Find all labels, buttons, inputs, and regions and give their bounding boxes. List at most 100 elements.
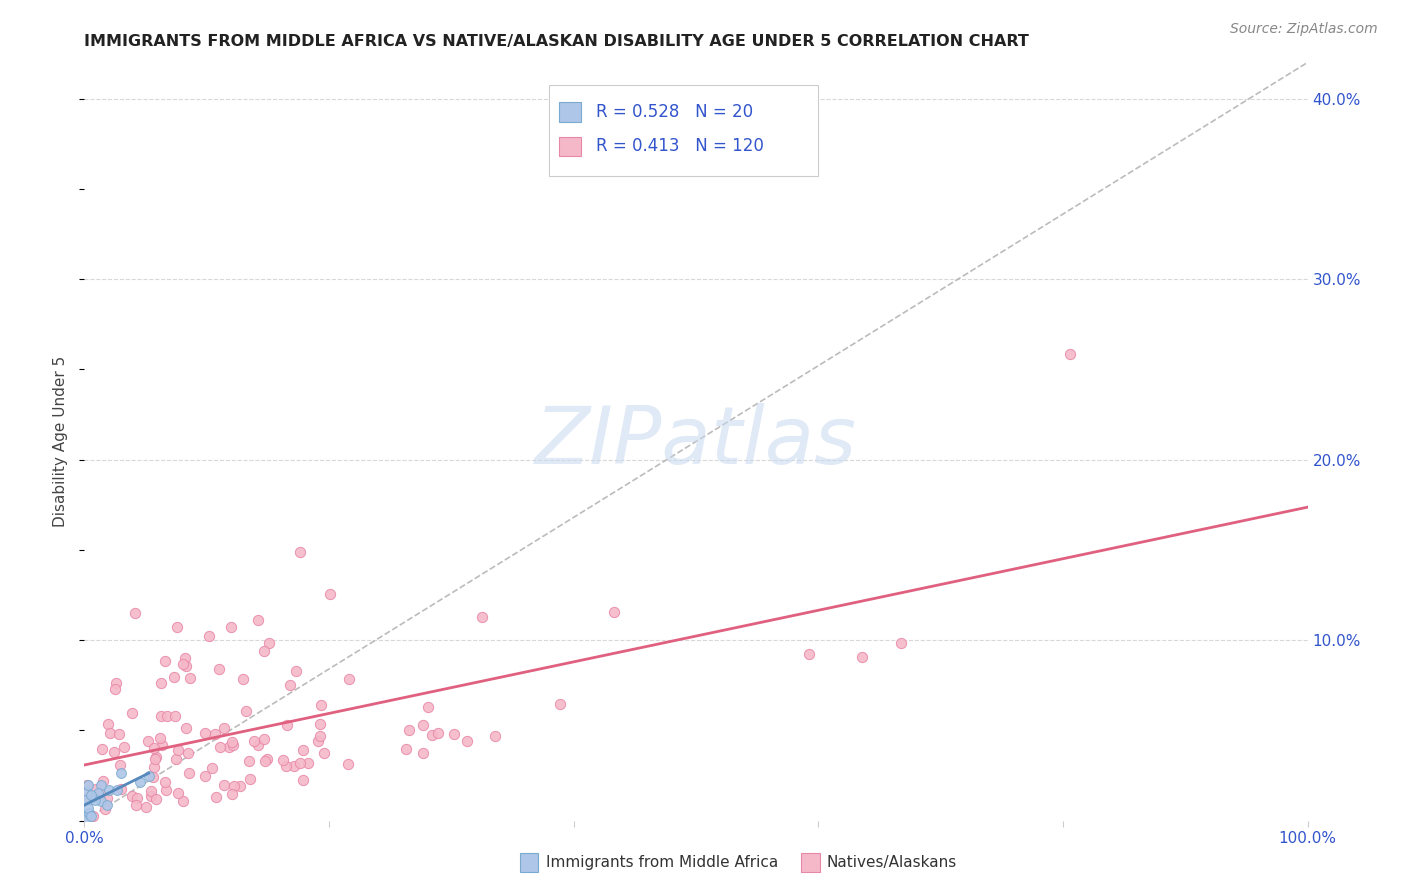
Point (174, 658, 197, 673)
Point (179, 671, 201, 685)
Point (212, 778, 235, 792)
Point (149, 731, 172, 746)
Point (297, 756, 319, 771)
Point (254, 754, 277, 768)
Point (150, 738, 173, 752)
Point (257, 636, 280, 650)
Point (246, 738, 269, 752)
Point (105, 676, 128, 690)
Point (174, 651, 197, 665)
FancyBboxPatch shape (560, 103, 581, 121)
Point (91, 741, 114, 756)
Point (308, 729, 330, 743)
Point (412, 718, 434, 732)
Point (97, 717, 120, 731)
Point (280, 678, 302, 692)
Point (427, 726, 450, 740)
Point (150, 675, 173, 690)
Text: Immigrants from Middle Africa: Immigrants from Middle Africa (546, 855, 778, 870)
Point (124, 606, 146, 620)
Point (98, 726, 121, 740)
Point (138, 769, 160, 783)
Point (238, 754, 260, 768)
Point (103, 745, 125, 759)
Point (107, 726, 129, 740)
Point (90, 794, 112, 808)
Point (276, 717, 298, 731)
Point (73, 792, 96, 806)
Point (253, 731, 276, 746)
Point (139, 784, 162, 798)
Point (283, 759, 305, 773)
Point (337, 756, 360, 771)
Point (208, 662, 231, 676)
Point (108, 757, 131, 772)
Point (456, 734, 478, 748)
Point (153, 654, 176, 668)
Point (337, 672, 360, 686)
Point (290, 544, 312, 558)
Point (166, 786, 188, 800)
Point (76, 807, 98, 822)
Point (271, 753, 294, 767)
Point (142, 770, 165, 784)
Point (77, 778, 100, 792)
Point (104, 682, 127, 697)
Point (96, 798, 118, 813)
Point (319, 587, 342, 601)
Point (799, 647, 821, 661)
Point (82, 790, 104, 805)
Text: Natives/Alaskans: Natives/Alaskans (827, 855, 957, 870)
Point (603, 606, 626, 620)
Point (89, 786, 111, 800)
Point (232, 672, 254, 686)
Point (166, 620, 188, 634)
Point (156, 709, 179, 723)
Point (143, 760, 166, 774)
Point (208, 739, 231, 754)
Point (177, 746, 200, 760)
Text: ZIPatlas: ZIPatlas (534, 402, 858, 481)
Point (851, 650, 873, 665)
Point (91, 774, 114, 789)
Point (76, 778, 98, 792)
Point (145, 750, 167, 764)
Point (145, 792, 167, 806)
Point (75, 812, 97, 826)
Point (420, 728, 443, 742)
Point (143, 740, 166, 755)
Point (274, 759, 297, 773)
Point (243, 733, 266, 747)
Point (94, 802, 117, 816)
Point (136, 734, 159, 748)
Point (291, 742, 314, 756)
Point (205, 789, 228, 804)
Point (105, 783, 128, 797)
Point (235, 704, 257, 718)
Point (77, 805, 100, 820)
Point (76, 785, 98, 799)
Y-axis label: Disability Age Under 5: Disability Age Under 5 (53, 356, 69, 527)
Point (218, 740, 240, 755)
Point (84, 781, 107, 796)
Point (165, 752, 187, 766)
Point (83, 792, 105, 806)
Point (112, 739, 135, 754)
Point (201, 761, 224, 775)
Point (166, 743, 188, 757)
Point (124, 797, 146, 812)
Point (139, 789, 162, 803)
Point (198, 628, 221, 642)
Point (212, 722, 235, 736)
Point (172, 794, 194, 808)
Point (90, 778, 112, 792)
Point (418, 700, 440, 714)
Point (110, 782, 132, 797)
Point (229, 780, 252, 794)
Point (247, 614, 270, 628)
Point (194, 726, 217, 740)
Point (309, 716, 332, 731)
Point (204, 727, 226, 741)
Point (398, 723, 420, 737)
Point (471, 610, 494, 624)
